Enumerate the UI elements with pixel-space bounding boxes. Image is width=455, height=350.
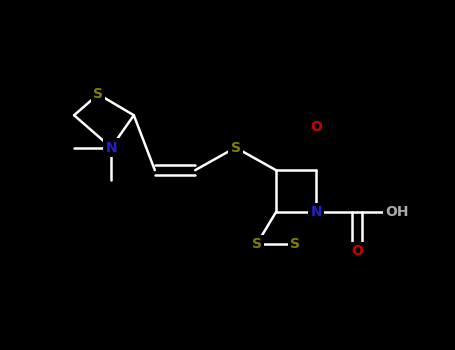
Text: N: N: [106, 141, 117, 155]
Text: S: S: [231, 141, 241, 155]
Text: N: N: [310, 205, 322, 219]
Text: S: S: [93, 87, 103, 101]
Text: S: S: [252, 237, 262, 251]
Text: O: O: [310, 120, 322, 134]
Text: S: S: [290, 237, 300, 251]
Text: O: O: [351, 244, 363, 258]
Text: OH: OH: [385, 205, 409, 219]
